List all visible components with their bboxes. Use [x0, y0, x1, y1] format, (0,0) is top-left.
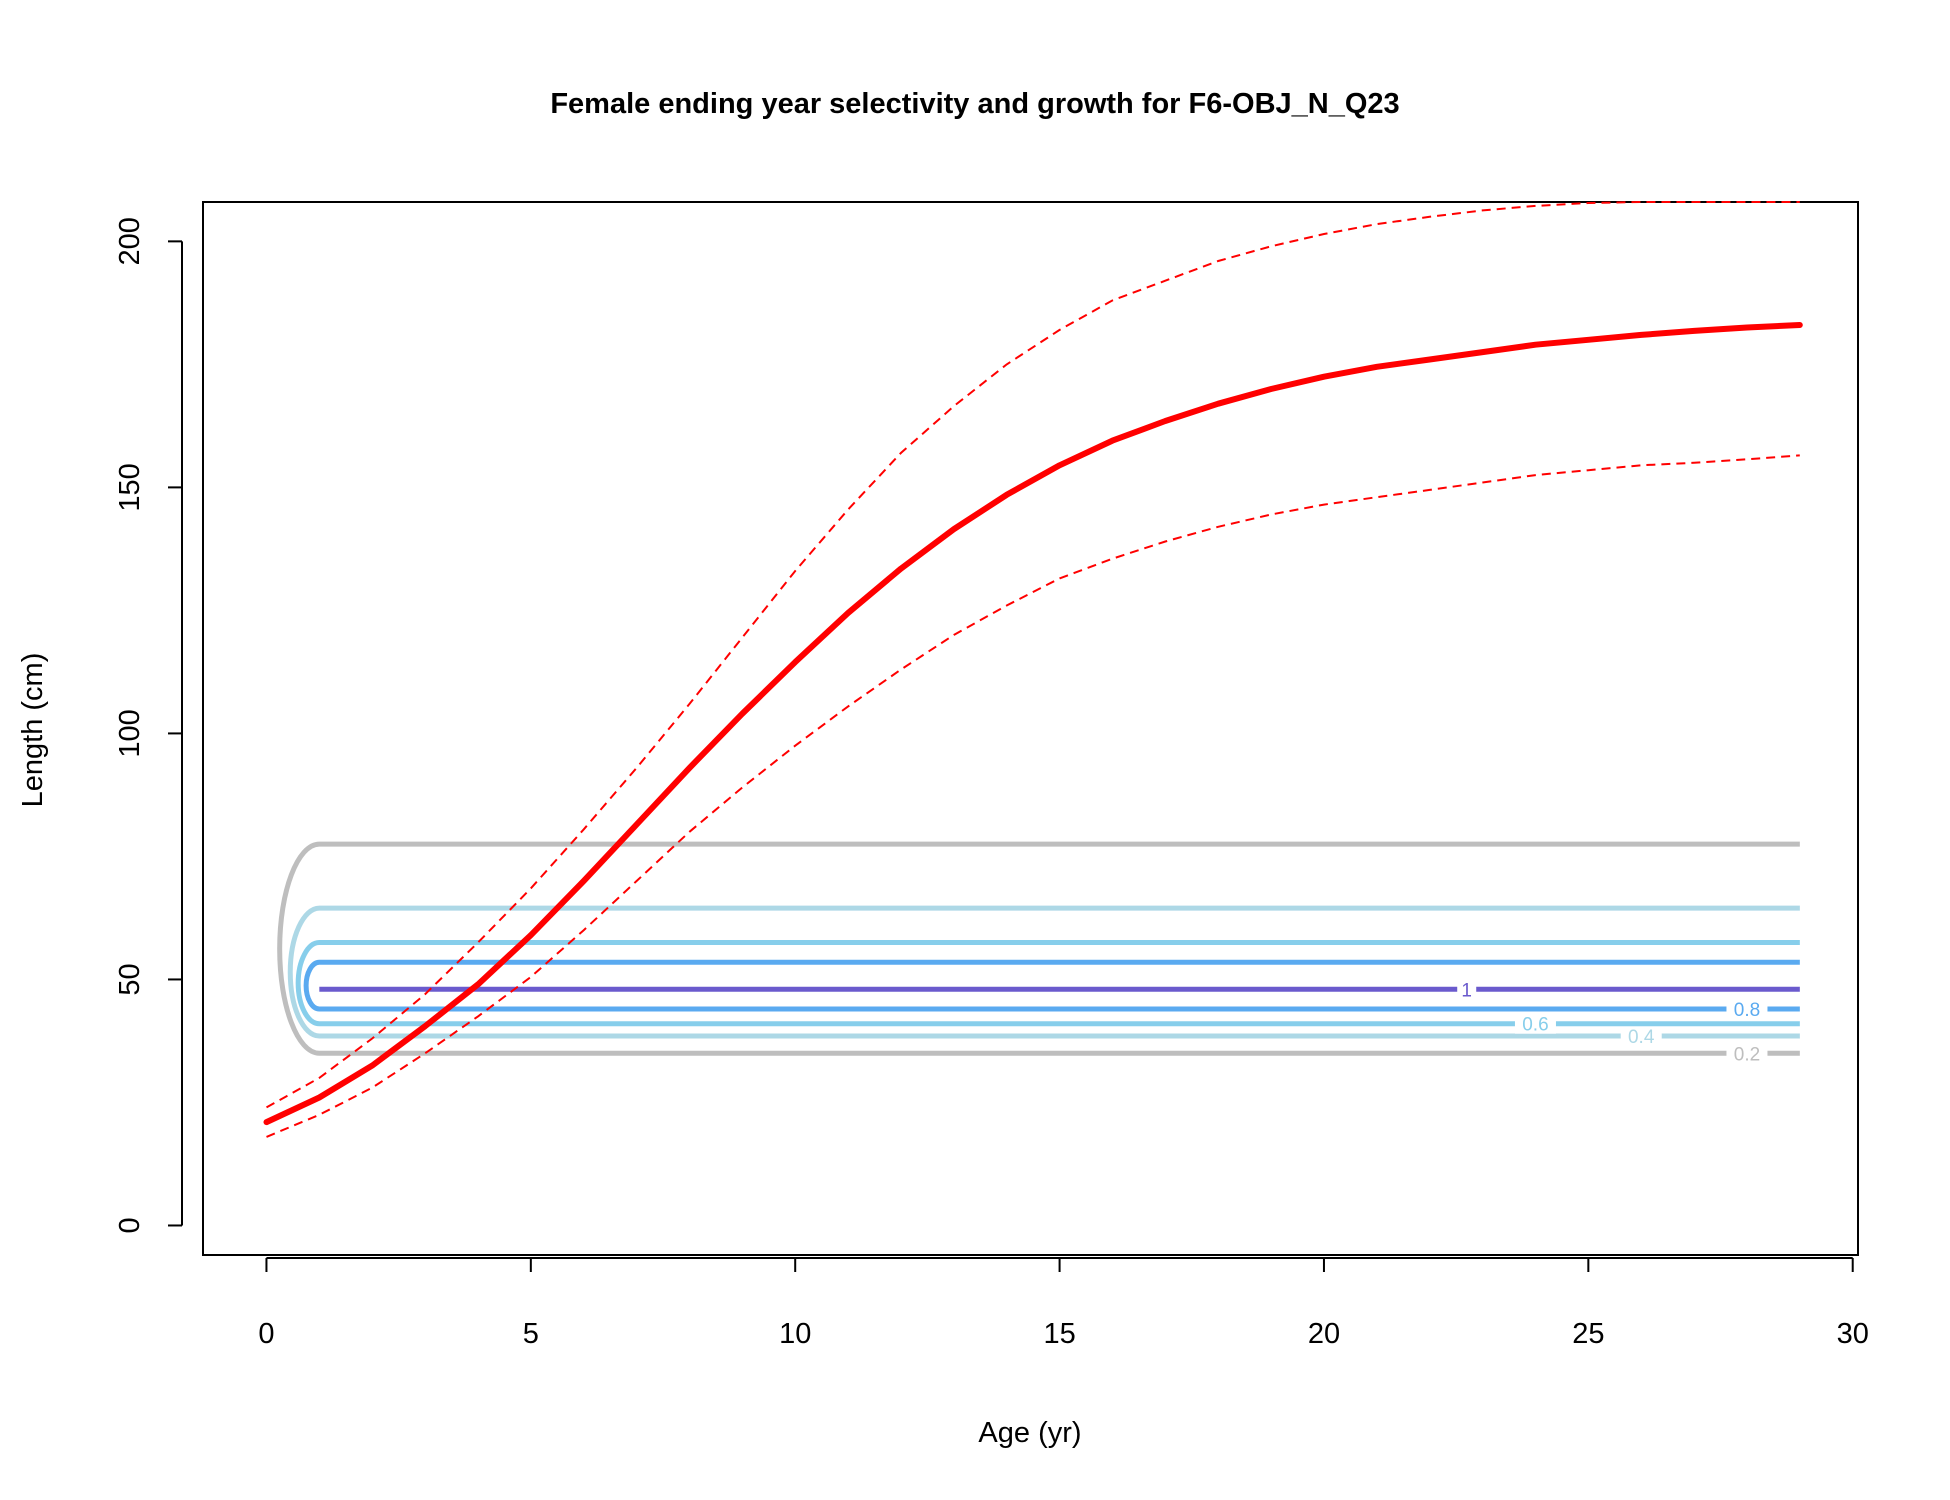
x-axis: 0 5 10 15 20 25 30 [258, 1257, 1869, 1350]
x-tick-label: 15 [1043, 1318, 1075, 1350]
contour-label-gap [1726, 998, 1768, 1019]
contour-line-0-2 [277, 841, 1800, 1056]
contour-label-gap [1514, 1013, 1556, 1034]
contour-label-gap [1457, 979, 1477, 1000]
growth-lower-interval [266, 454, 1800, 1138]
contour-line-0-4 [287, 905, 1800, 1039]
x-tick-label: 10 [779, 1318, 811, 1350]
contour-label: 0.4 [1628, 1027, 1655, 1048]
contour-label-gap [1726, 1043, 1768, 1064]
contour-label: 0.6 [1522, 1015, 1548, 1036]
chart-title: Female ending year selectivity and growt… [550, 88, 1399, 120]
growth-mean-line [263, 322, 1803, 1126]
y-tick-label: 200 [114, 217, 146, 265]
y-axis: 0 50 100 150 200 [114, 217, 183, 1234]
contour-label: 0.2 [1734, 1044, 1760, 1065]
contour-line-0-8 [303, 959, 1800, 1012]
x-tick-label: 5 [523, 1318, 539, 1350]
growth-upper-interval [266, 201, 1800, 1109]
contour-label-gap [1620, 1026, 1662, 1047]
plot-frame [202, 201, 1859, 1256]
x-tick-label: 25 [1572, 1318, 1604, 1350]
x-tick-label: 30 [1837, 1318, 1869, 1350]
y-tick-label: 100 [114, 709, 146, 757]
x-tick-label: 0 [258, 1318, 274, 1350]
x-tick-label: 20 [1308, 1318, 1340, 1350]
y-tick-label: 50 [114, 963, 146, 995]
x-axis-label: Age (yr) [978, 1417, 1081, 1449]
y-axis-label: Length (cm) [17, 653, 49, 808]
y-tick-label: 150 [114, 463, 146, 511]
growth-curves [263, 201, 1803, 1138]
contour-line-0-6 [295, 940, 1800, 1027]
selectivity-contours: 0.2 0.4 0.6 0.8 1 [277, 841, 1800, 1065]
contour-label: 0.8 [1734, 1000, 1760, 1021]
contour-label: 1 [1461, 980, 1472, 1001]
y-tick-label: 0 [114, 1217, 146, 1233]
